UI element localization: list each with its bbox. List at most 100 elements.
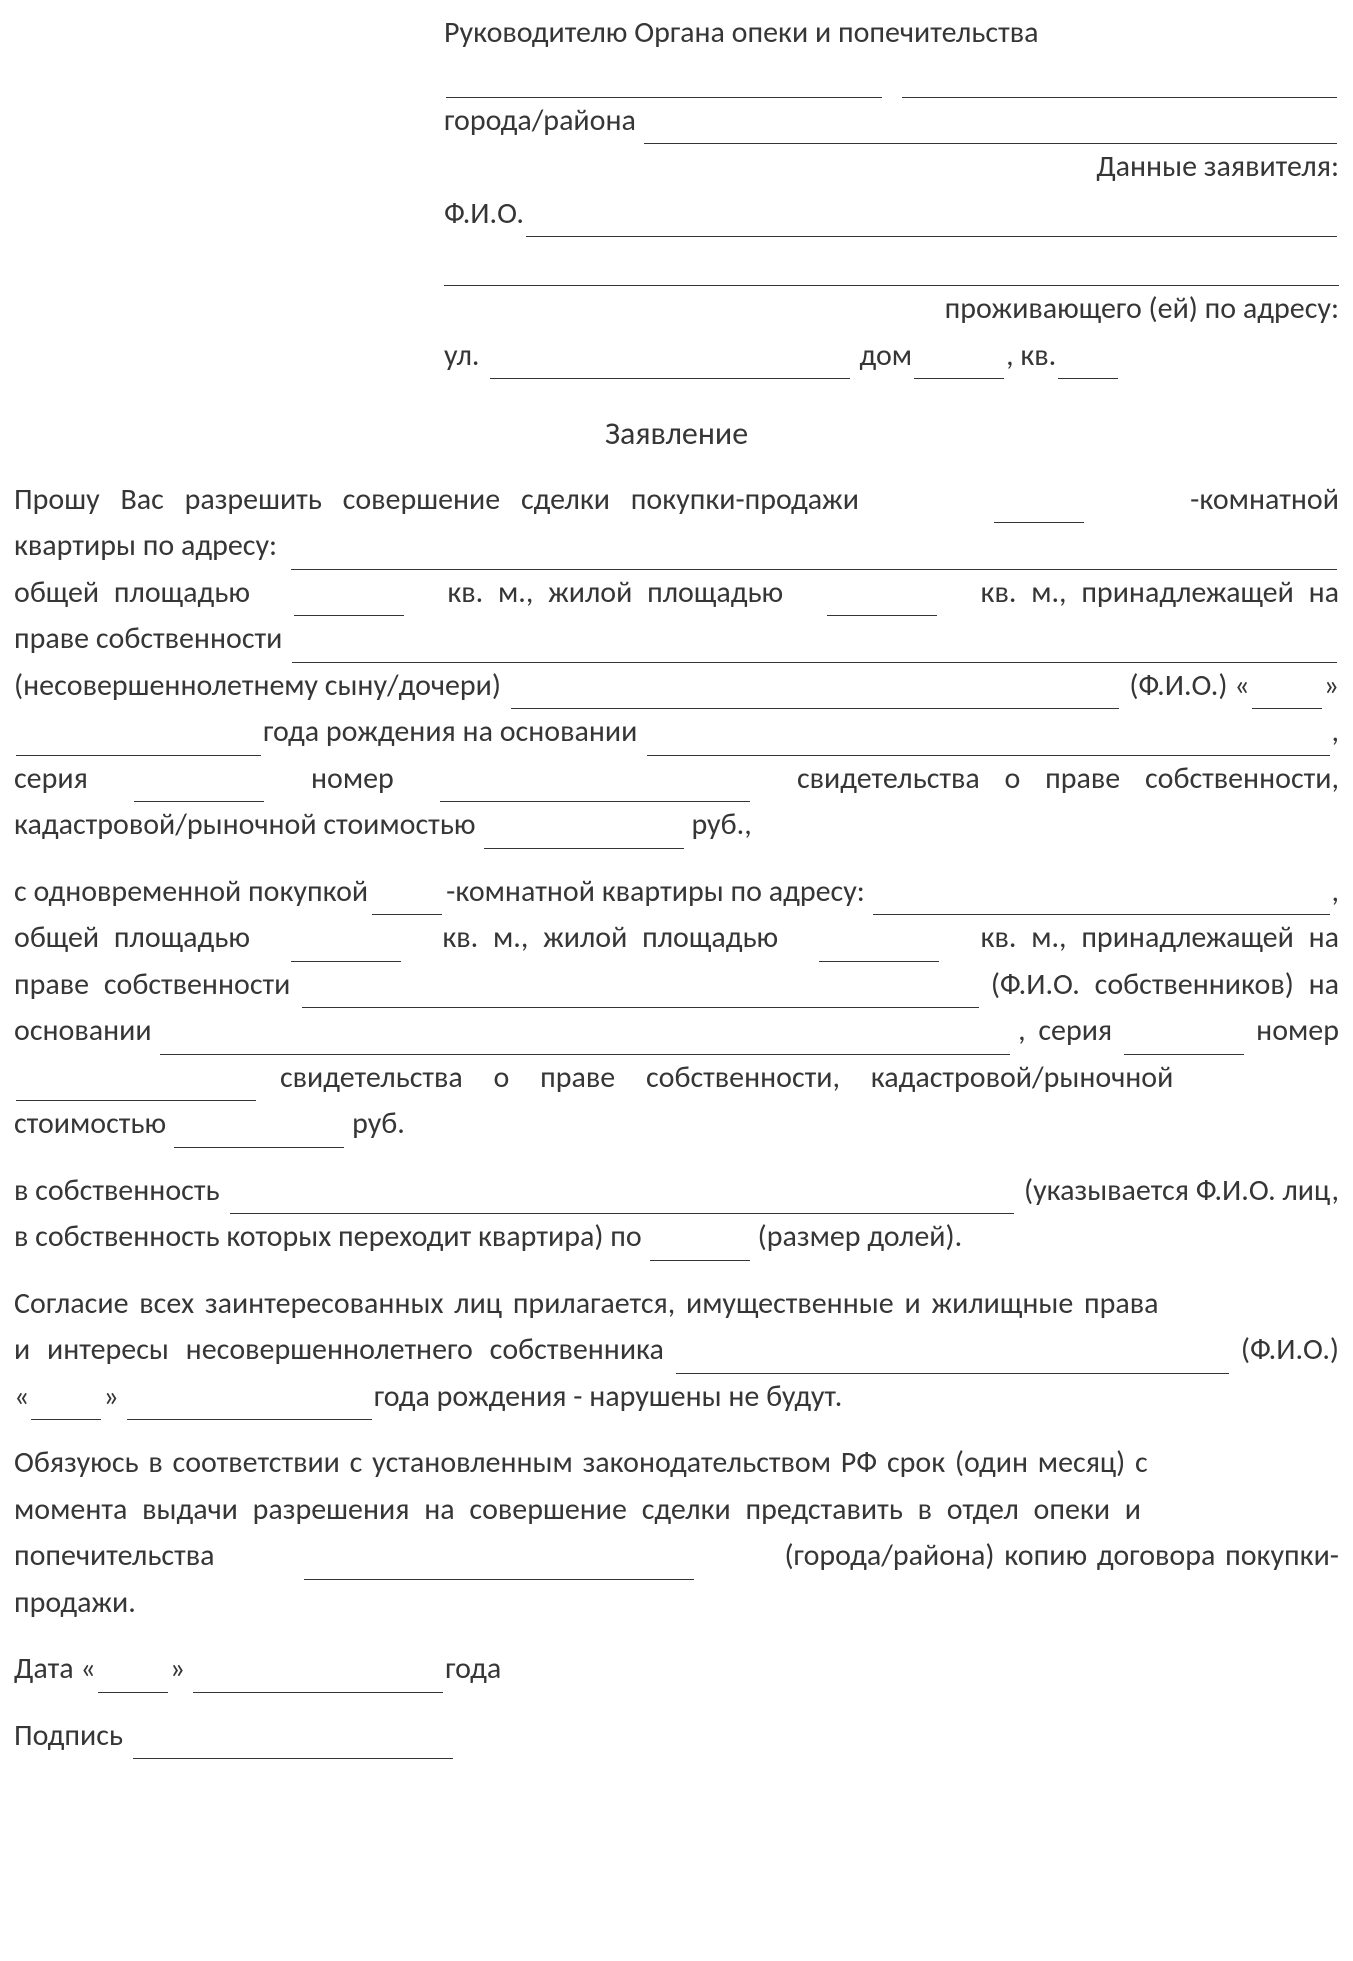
dept-city-field[interactable] bbox=[304, 1546, 694, 1580]
share-field[interactable] bbox=[650, 1227, 750, 1261]
rooms-field[interactable] bbox=[994, 489, 1084, 523]
basis-field[interactable] bbox=[647, 722, 1329, 756]
text: » bbox=[103, 1374, 118, 1421]
house-label: дом bbox=[860, 333, 913, 380]
value-field[interactable] bbox=[484, 815, 684, 849]
p2-line5: свидетельства о праве собственности, кад… bbox=[14, 1055, 1339, 1102]
text: попечительства bbox=[14, 1533, 214, 1580]
p1-line5: (несовершеннолетнему сыну/дочери) (Ф.И.О… bbox=[14, 663, 1339, 710]
series-field[interactable] bbox=[134, 768, 264, 802]
living-area-field[interactable] bbox=[827, 582, 937, 616]
p1-line3: общей площадью кв. м., жилой площадью кв… bbox=[14, 570, 1339, 617]
document-page: Руководителю Органа опеки и попечительст… bbox=[0, 0, 1353, 1961]
dob-day-field[interactable] bbox=[31, 1386, 101, 1420]
city-district-field[interactable] bbox=[644, 110, 1337, 144]
blank-field[interactable] bbox=[902, 57, 1338, 98]
text: , серия bbox=[1018, 1008, 1112, 1055]
p5-line1: Обязуюсь в соответствии с установленным … bbox=[14, 1440, 1339, 1487]
text: стоимостью bbox=[14, 1101, 166, 1148]
address2-field[interactable] bbox=[873, 881, 1330, 915]
signature-field[interactable] bbox=[133, 1725, 453, 1759]
sign-month-field[interactable] bbox=[193, 1659, 443, 1693]
address-row: ул. дом , кв. bbox=[444, 333, 1339, 380]
text: руб., bbox=[692, 802, 752, 849]
basis2-field[interactable] bbox=[160, 1021, 1010, 1055]
text: (несовершеннолетнему сыну/дочери) bbox=[14, 663, 501, 710]
street-field[interactable] bbox=[490, 345, 850, 379]
text: с одновременной покупкой bbox=[14, 869, 368, 916]
p4-line2: и интересы несовершеннолетнего собственн… bbox=[14, 1327, 1339, 1374]
signature-row: Подпись bbox=[14, 1713, 1339, 1760]
addressee-line: Руководителю Органа опеки и попечительст… bbox=[444, 10, 1339, 57]
living-area2-field[interactable] bbox=[819, 928, 939, 962]
text: Прошу Вас разрешить совершение сделки по… bbox=[14, 477, 859, 524]
p3-line2: в собственность которых переходит кварти… bbox=[14, 1214, 1339, 1261]
text: свидетельства о праве собственности, кад… bbox=[280, 1055, 1339, 1102]
text: (размер долей). bbox=[758, 1214, 963, 1261]
header-block: Руководителю Органа опеки и попечительст… bbox=[444, 10, 1339, 379]
fio-label: Ф.И.О. bbox=[444, 191, 524, 238]
child-name-field[interactable] bbox=[511, 675, 1119, 709]
date-row: Дата « » года bbox=[14, 1646, 1339, 1693]
text: , bbox=[1332, 869, 1340, 916]
text: » bbox=[170, 1646, 185, 1693]
number2-field[interactable] bbox=[16, 1067, 256, 1101]
p1-line7: серия номер свидетельства о праве собств… bbox=[14, 756, 1339, 803]
applicant-heading-row: Данные заявителя: bbox=[444, 144, 1339, 191]
dob-month-field[interactable] bbox=[127, 1386, 372, 1420]
date-day-field[interactable] bbox=[1252, 675, 1322, 709]
p1-line6: года рождения на основании , bbox=[14, 709, 1339, 756]
p4-line3: « » года рождения - нарушены не будут. bbox=[14, 1374, 1339, 1421]
text: (Ф.И.О.) bbox=[1241, 1327, 1339, 1374]
p1-line8: кадастровой/рыночной стоимостью руб., bbox=[14, 802, 1339, 849]
text: номер bbox=[311, 756, 394, 803]
text: в собственность bbox=[14, 1168, 220, 1215]
fio-field-2[interactable] bbox=[444, 245, 1339, 286]
text: в собственность которых переходит кварти… bbox=[14, 1214, 642, 1261]
blank-field[interactable] bbox=[446, 57, 882, 98]
p5-line4: продажи. bbox=[14, 1580, 1339, 1627]
text: (Ф.И.О. собственников) на bbox=[991, 962, 1339, 1009]
house-field[interactable] bbox=[914, 345, 1004, 379]
p2-line1: с одновременной покупкой -комнатной квар… bbox=[14, 869, 1339, 916]
ownership-field[interactable] bbox=[292, 629, 1337, 663]
text: -комнатной bbox=[1190, 477, 1339, 524]
date-month-field[interactable] bbox=[16, 722, 261, 756]
p2-line6: стоимостью руб. bbox=[14, 1101, 1339, 1148]
rooms2-field[interactable] bbox=[372, 881, 442, 915]
text: праве собственности bbox=[14, 616, 282, 663]
total-area2-field[interactable] bbox=[291, 928, 401, 962]
text: (города/района) копию договора покупки- bbox=[784, 1533, 1339, 1580]
document-title: Заявление bbox=[14, 409, 1339, 459]
text: кв. м., жилой площадью bbox=[447, 570, 783, 617]
apt-label: , кв. bbox=[1006, 333, 1056, 380]
new-owner-field[interactable] bbox=[230, 1180, 1014, 1214]
text: года рождения на основании bbox=[263, 709, 637, 756]
text: серия bbox=[14, 756, 88, 803]
text: праве собственности bbox=[14, 962, 290, 1009]
fio-field[interactable] bbox=[526, 203, 1337, 237]
p1-line2: квартиры по адресу: bbox=[14, 523, 1339, 570]
addressee-blank-row bbox=[444, 57, 1339, 98]
street-label: ул. bbox=[444, 333, 480, 380]
p1-line1: Прошу Вас разрешить совершение сделки по… bbox=[14, 477, 1339, 524]
text: общей площадью bbox=[14, 915, 250, 962]
owner2-field[interactable] bbox=[302, 974, 978, 1008]
minor-owner-field[interactable] bbox=[676, 1340, 1229, 1374]
apt-field[interactable] bbox=[1058, 345, 1118, 379]
text: Согласие всех заинтересованных лиц прила… bbox=[14, 1281, 1159, 1328]
value2-field[interactable] bbox=[174, 1114, 344, 1148]
number-field[interactable] bbox=[440, 768, 750, 802]
text: кв. м., принадлежащей на bbox=[981, 570, 1339, 617]
series2-field[interactable] bbox=[1124, 1021, 1244, 1055]
date-label: Дата « bbox=[14, 1646, 96, 1693]
text: года bbox=[445, 1646, 501, 1693]
p1-line4: праве собственности bbox=[14, 616, 1339, 663]
text: момента выдачи разрешения на совершение … bbox=[14, 1487, 1141, 1534]
text: основании bbox=[14, 1008, 152, 1055]
addressee-text: Руководителю Органа опеки и попечительст… bbox=[444, 14, 1038, 51]
sign-day-field[interactable] bbox=[98, 1659, 168, 1693]
city-district-label: города/района bbox=[444, 98, 636, 145]
total-area-field[interactable] bbox=[294, 582, 404, 616]
address-field[interactable] bbox=[291, 536, 1337, 570]
